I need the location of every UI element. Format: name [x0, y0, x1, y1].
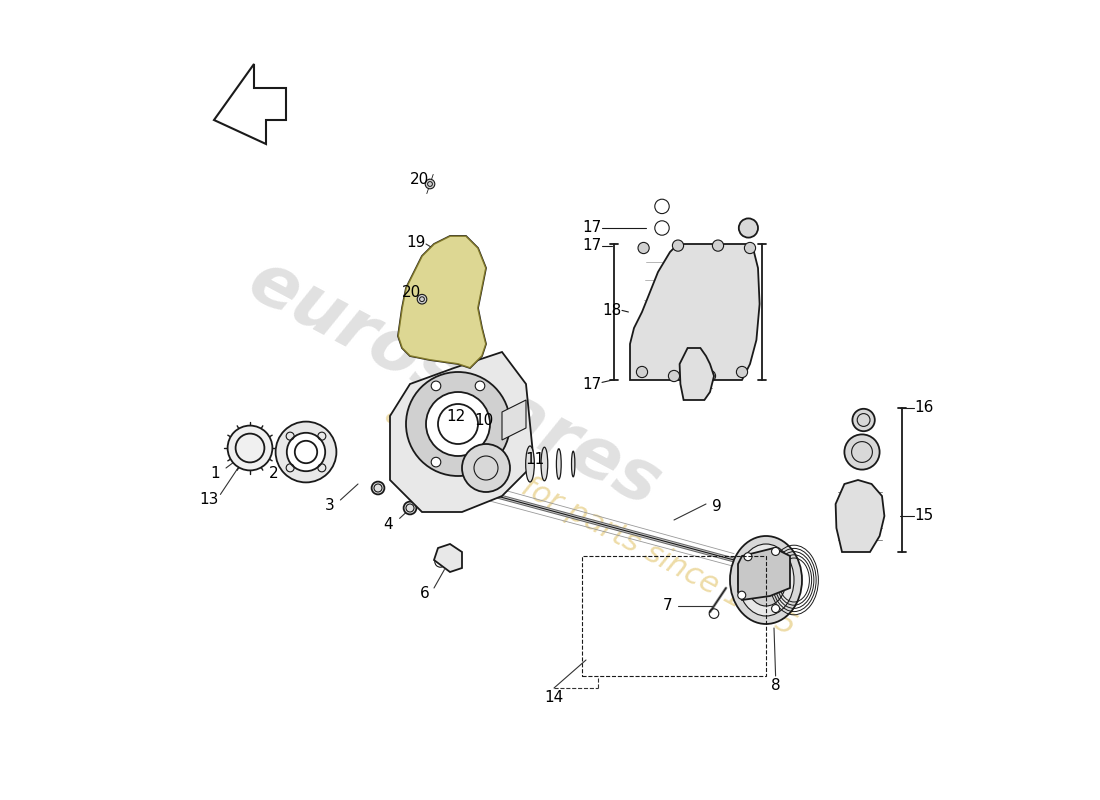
Text: 17: 17 — [583, 378, 602, 392]
Text: 3: 3 — [326, 498, 334, 513]
Text: 20: 20 — [410, 172, 429, 186]
Text: 15: 15 — [914, 509, 933, 523]
Circle shape — [771, 547, 780, 555]
Text: 4: 4 — [384, 518, 393, 532]
Text: 2: 2 — [270, 466, 278, 481]
Text: 10: 10 — [475, 414, 494, 428]
Circle shape — [739, 218, 758, 238]
Circle shape — [228, 426, 273, 470]
Circle shape — [745, 242, 756, 254]
Polygon shape — [434, 544, 462, 572]
Text: 12: 12 — [447, 410, 466, 424]
Text: 18: 18 — [603, 303, 622, 318]
Circle shape — [744, 553, 752, 561]
Circle shape — [431, 381, 441, 390]
Bar — [582, 556, 766, 676]
Circle shape — [852, 409, 874, 431]
Polygon shape — [680, 348, 714, 400]
Circle shape — [638, 242, 649, 254]
Circle shape — [426, 392, 490, 456]
Text: 13: 13 — [199, 492, 219, 506]
Ellipse shape — [541, 447, 548, 481]
Text: 8: 8 — [771, 678, 780, 693]
Polygon shape — [398, 236, 486, 368]
Text: 7: 7 — [663, 598, 672, 613]
Polygon shape — [836, 480, 884, 552]
Ellipse shape — [746, 554, 786, 606]
Circle shape — [845, 434, 880, 470]
Circle shape — [287, 433, 326, 471]
Circle shape — [771, 605, 780, 613]
Circle shape — [704, 370, 716, 382]
Text: 16: 16 — [914, 401, 933, 415]
Polygon shape — [738, 548, 790, 600]
Circle shape — [738, 591, 746, 599]
Text: a passion for parts since 1985: a passion for parts since 1985 — [379, 399, 801, 641]
Polygon shape — [390, 352, 534, 512]
Ellipse shape — [738, 544, 794, 616]
Circle shape — [276, 422, 337, 482]
Text: 9: 9 — [712, 499, 722, 514]
Polygon shape — [502, 400, 526, 440]
Text: 17: 17 — [583, 221, 602, 235]
Circle shape — [426, 179, 434, 189]
Text: eurospares: eurospares — [236, 246, 672, 522]
Circle shape — [669, 370, 680, 382]
Circle shape — [417, 294, 427, 304]
Circle shape — [475, 458, 485, 467]
Text: 20: 20 — [402, 286, 421, 300]
Circle shape — [372, 482, 384, 494]
Circle shape — [637, 366, 648, 378]
Text: 1: 1 — [211, 466, 220, 481]
Text: 11: 11 — [525, 453, 544, 467]
Circle shape — [713, 240, 724, 251]
Text: 17: 17 — [583, 238, 602, 253]
Circle shape — [462, 444, 510, 492]
Ellipse shape — [572, 451, 575, 477]
Circle shape — [431, 458, 441, 467]
Polygon shape — [630, 244, 760, 380]
Circle shape — [404, 502, 417, 514]
Polygon shape — [398, 236, 486, 368]
Ellipse shape — [526, 446, 535, 482]
Circle shape — [406, 372, 510, 476]
Text: 6: 6 — [419, 586, 429, 601]
Circle shape — [672, 240, 683, 251]
Ellipse shape — [557, 449, 561, 479]
Circle shape — [736, 366, 748, 378]
Ellipse shape — [730, 536, 802, 624]
Circle shape — [475, 381, 485, 390]
Text: 14: 14 — [544, 690, 563, 705]
Text: 19: 19 — [407, 235, 426, 250]
